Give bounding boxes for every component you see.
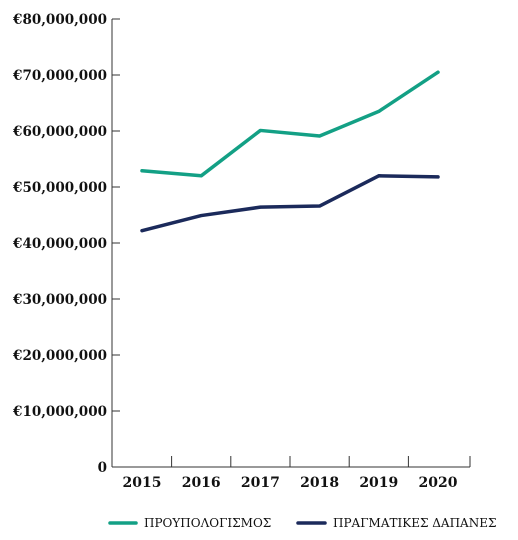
x-tick-label: 2018 (300, 475, 339, 491)
y-tick-label: €10,000,000 (12, 404, 107, 420)
data-point (377, 174, 381, 178)
data-point (258, 205, 262, 209)
legend-label-1: ΠΡΟΥΠΟΛΟΓΙΣΜΟΣ (144, 516, 271, 530)
y-tick-label: €40,000,000 (12, 236, 107, 252)
y-tick-label: €80,000,000 (12, 12, 107, 28)
data-point (140, 169, 144, 173)
data-point (436, 175, 440, 179)
legend-label-2: ΠΡΑΓΜΑΤΙΚΕΣ ΔΑΠΑΝΕΣ (333, 516, 496, 530)
y-tick-label: €50,000,000 (12, 180, 107, 196)
x-tick-label: 2016 (182, 475, 221, 491)
data-point (318, 134, 322, 138)
series-line-2 (140, 174, 440, 233)
legend: ΠΡΟΥΠΟΛΟΓΙΣΜΟΣ ΠΡΑΓΜΑΤΙΚΕΣ ΔΑΠΑΝΕΣ (108, 516, 496, 530)
x-tick-label: 2019 (359, 475, 398, 491)
y-tick-label: €70,000,000 (12, 68, 107, 84)
x-tick-label: 2017 (241, 475, 280, 491)
y-tick-label: €60,000,000 (12, 124, 107, 140)
data-point (140, 229, 144, 233)
data-point (436, 70, 440, 74)
x-tick-label: 2015 (123, 475, 162, 491)
data-point (199, 214, 203, 218)
y-tick-label: 0 (98, 460, 107, 476)
series-line-1 (140, 70, 440, 178)
x-tick-label: 2020 (419, 475, 458, 491)
y-tick-label: €30,000,000 (12, 292, 107, 308)
y-tick-label: €20,000,000 (12, 348, 107, 364)
data-point (377, 109, 381, 113)
y-axis: 0 €10,000,000 €20,000,000 €30,000,000 €40,00… (12, 12, 120, 476)
series-lines (140, 70, 440, 233)
data-point (199, 174, 203, 178)
data-point (318, 204, 322, 208)
x-axis: 2015 2016 2017 2018 2019 2020 (111, 456, 471, 491)
data-point (258, 128, 262, 132)
